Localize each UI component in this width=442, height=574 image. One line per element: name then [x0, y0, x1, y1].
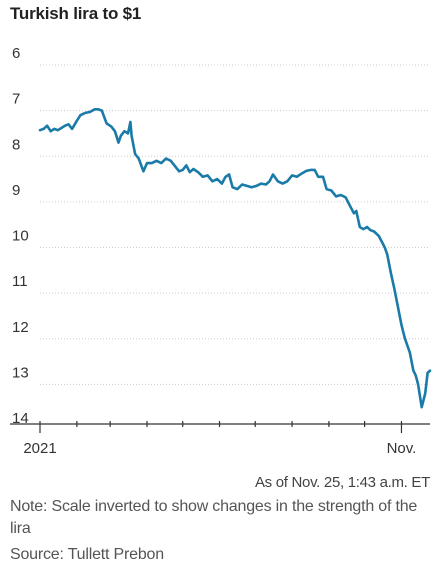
y-tick-label-12: 12: [12, 319, 29, 336]
y-tick-label-14: 14: [12, 410, 29, 427]
as-of-timestamp: As of Nov. 25, 1:43 a.m. ET: [254, 474, 430, 491]
chart-plot: 6 7 8 9 10 11 12 13 14 2021 Nov.: [10, 45, 432, 457]
gridlines: [40, 64, 430, 385]
x-tick-label-0: 2021: [23, 440, 56, 457]
chart-title: Turkish lira to $1: [10, 4, 142, 23]
note-text: Note: Scale inverted to show changes in …: [10, 498, 418, 537]
x-axis: 2021 Nov.: [10, 421, 430, 457]
y-tick-label-13: 13: [12, 364, 29, 381]
y-tick-label-11: 11: [12, 273, 28, 290]
series-layer: [38, 108, 432, 409]
y-tick-label-8: 8: [12, 136, 20, 153]
y-axis-labels: 6 7 8 9 10 11 12 13 14: [12, 45, 29, 427]
y-tick-label-7: 7: [12, 91, 20, 108]
source-text: Source: Tullett Prebon: [10, 546, 164, 563]
series-line-0: [38, 108, 432, 409]
x-tick-label-10: Nov.: [387, 440, 417, 457]
y-tick-label-6: 6: [12, 45, 20, 62]
y-tick-label-10: 10: [12, 228, 29, 245]
y-tick-label-9: 9: [12, 182, 20, 199]
